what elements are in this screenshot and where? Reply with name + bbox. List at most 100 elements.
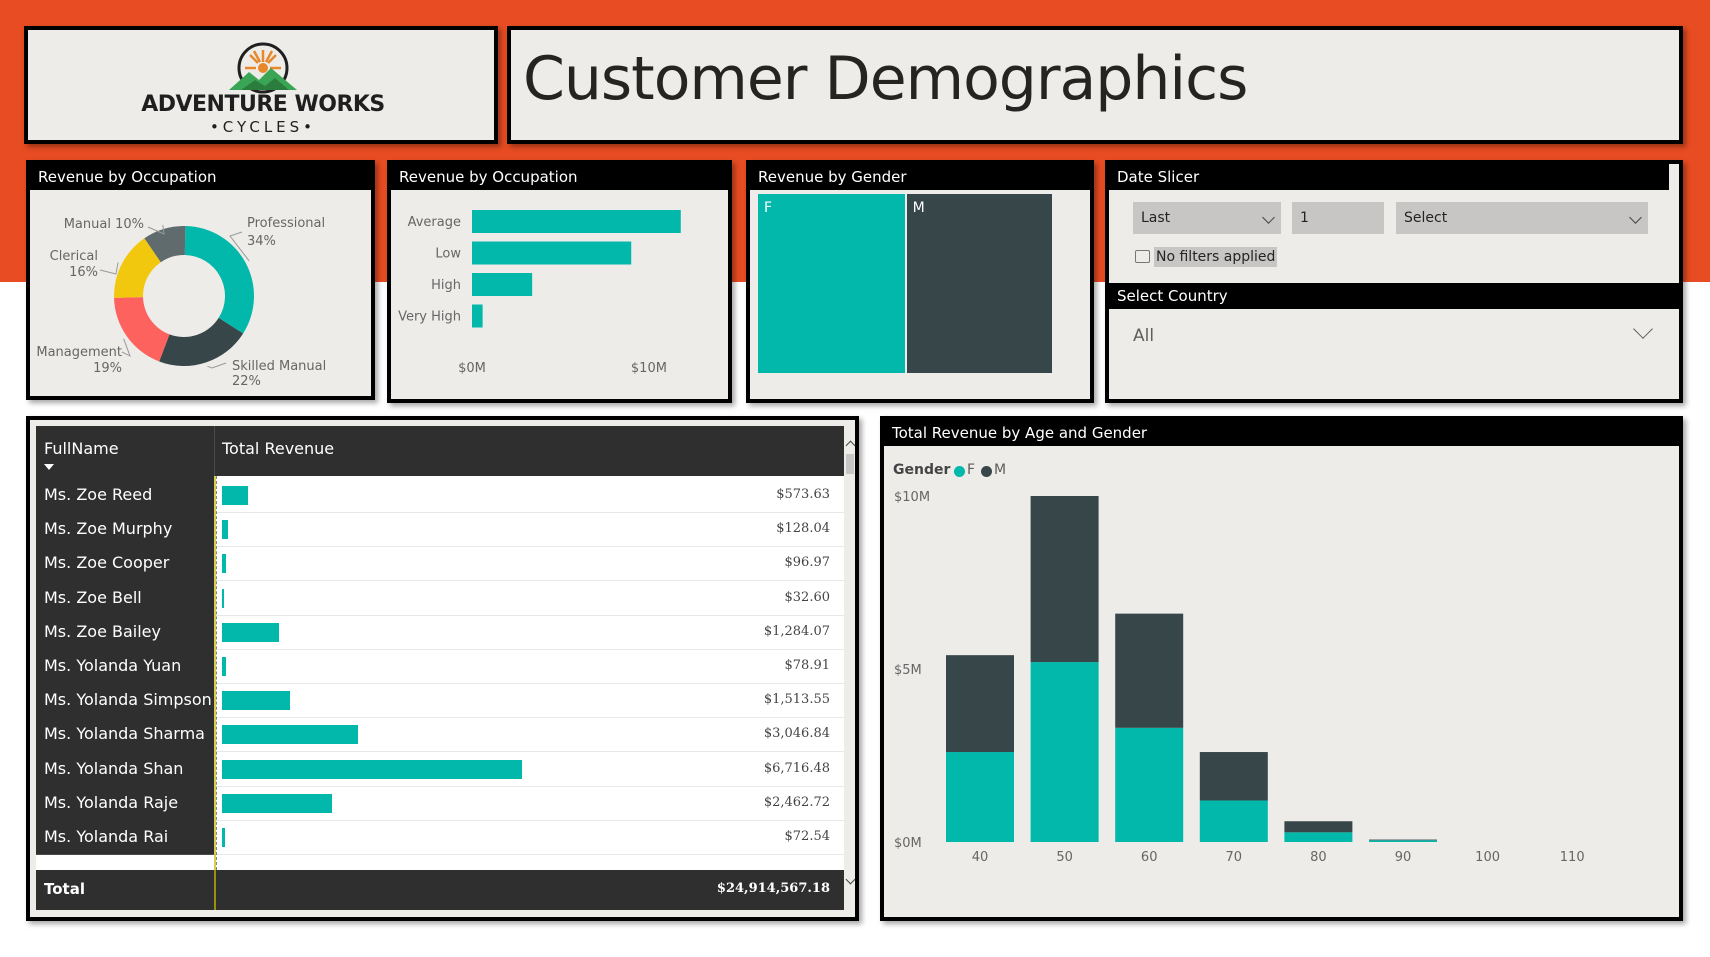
table-row[interactable]: Ms. Yolanda Raje $2,462.72	[36, 783, 844, 821]
x-tick-label: 110	[1560, 850, 1585, 865]
bar-very-high[interactable]	[472, 304, 483, 328]
row-revenue-value: $128.04	[776, 521, 830, 537]
country-dropdown[interactable]: All	[1119, 316, 1669, 356]
column-segment-age-50-f[interactable]	[1030, 662, 1099, 842]
relative-period-dropdown[interactable]: Last	[1133, 202, 1281, 234]
scroll-down-icon[interactable]	[845, 874, 856, 885]
x-tick-label: $0M	[458, 361, 486, 376]
category-label-high: High	[431, 278, 461, 293]
row-revenue-bar	[222, 793, 332, 813]
table-row[interactable]: Ms. Zoe Bell $32.60	[36, 578, 844, 616]
table-row[interactable]: Ms. Zoe Bailey $1,284.07	[36, 612, 844, 650]
donut-label-clerical: Clerical	[50, 249, 98, 264]
x-tick-label: 70	[1226, 850, 1243, 865]
logo-text-secondary: •CYCLES•	[209, 118, 317, 136]
column-segment-age-70-m[interactable]	[1199, 752, 1268, 801]
date-slicer-title: Date Slicer	[1109, 164, 1669, 190]
y-tick-label: $0M	[894, 836, 922, 851]
donut-slice-management[interactable]	[114, 297, 170, 362]
table-row[interactable]: Ms. Zoe Reed $573.63	[36, 476, 844, 513]
table-row[interactable]: Ms. Yolanda Sharma $3,046.84	[36, 715, 844, 753]
column-segment-age-80-f[interactable]	[1284, 832, 1353, 842]
row-separator	[214, 854, 844, 855]
leader-line	[229, 231, 250, 262]
row-fullname: Ms. Yolanda Rai	[36, 818, 214, 855]
period-count-value: 1	[1300, 210, 1309, 226]
table-row[interactable]: Ms. Yolanda Shan $6,716.48	[36, 749, 844, 787]
legend-label-f[interactable]: F	[967, 462, 976, 478]
age-gender-column-chart[interactable]: $0M $5M $10M 40 50 60 70 80 90 100 110	[884, 480, 1679, 920]
row-fullname: Ms. Yolanda Sharma	[36, 715, 214, 753]
occupation-bar-panel[interactable]: Revenue by Occupation Average Low High Very…	[387, 160, 732, 403]
column-segment-age-40-m[interactable]	[946, 655, 1014, 753]
donut-slice-clerical[interactable]	[114, 238, 161, 298]
customer-revenue-table[interactable]: FullName Total Revenue Ms. Zoe Reed $573.…	[26, 416, 859, 921]
treemap-tile-f[interactable]: F	[758, 194, 905, 373]
column-segment-age-50-m[interactable]	[1030, 496, 1099, 663]
legend-label-m[interactable]: M	[994, 462, 1007, 478]
row-revenue-bar	[222, 554, 227, 574]
column-segment-age-70-f[interactable]	[1199, 800, 1268, 842]
table-scrollbar[interactable]	[846, 454, 854, 474]
bar-chart-title: Revenue by Occupation	[391, 164, 728, 190]
filter-status-text: No filters applied	[1154, 247, 1278, 267]
age-chart-title: Total Revenue by Age and Gender	[884, 420, 1679, 446]
row-revenue-bar	[222, 725, 359, 745]
occupation-donut-panel[interactable]: Revenue by Occupation Professional 34% Ski…	[26, 160, 375, 400]
logo-text-primary: ADVENTURE WORKS	[141, 92, 385, 117]
column-segment-age-60-f[interactable]	[1115, 727, 1184, 842]
row-revenue-value: $573.63	[776, 487, 830, 502]
bar-average[interactable]	[472, 210, 681, 233]
x-tick-label: 60	[1141, 850, 1158, 865]
category-label-very-high: Very High	[398, 310, 461, 325]
period-count-input[interactable]: 1	[1292, 202, 1384, 234]
period-unit-dropdown[interactable]: Select	[1396, 202, 1648, 234]
column-divider	[214, 870, 216, 910]
column-segment-age-90-f[interactable]	[1369, 840, 1437, 842]
row-fullname: Ms. Zoe Cooper	[36, 544, 214, 582]
row-revenue-value: $3,046.84	[763, 726, 830, 742]
column-header-total-revenue[interactable]: Total Revenue	[222, 439, 335, 458]
donut-slice-skilled-manual[interactable]	[159, 317, 244, 366]
calendar-icon	[1135, 250, 1150, 263]
donut-percent-professional: 34%	[247, 234, 276, 249]
x-tick-label: 80	[1310, 850, 1327, 865]
y-tick-label: $5M	[894, 663, 922, 678]
age-gender-chart-panel[interactable]: Total Revenue by Age and Gender Gender F…	[880, 416, 1683, 921]
table-row[interactable]: Ms. Zoe Murphy $128.04	[36, 510, 844, 548]
row-revenue-bar	[222, 657, 226, 676]
logo-mark	[229, 42, 297, 94]
column-segment-age-60-m[interactable]	[1115, 613, 1184, 728]
column-header-fullname[interactable]: FullName	[44, 439, 119, 458]
bar-high[interactable]	[472, 273, 533, 296]
table-row[interactable]: Ms. Yolanda Simpson $1,513.55	[36, 681, 844, 719]
table-body[interactable]: Ms. Zoe Reed $573.63 Ms. Zoe Murphy $128.04…	[36, 476, 844, 870]
sort-descending-icon[interactable]	[44, 464, 54, 470]
period-unit-placeholder: Select	[1404, 210, 1448, 226]
table-row[interactable]: Ms. Yolanda Yuan $78.91	[36, 647, 844, 684]
treemap-tile-m[interactable]: M	[906, 194, 1052, 373]
bar-low[interactable]	[472, 241, 632, 265]
column-segment-age-80-m[interactable]	[1284, 821, 1353, 833]
donut-slice-manual[interactable]	[144, 226, 186, 263]
relative-period-value: Last	[1141, 210, 1171, 226]
occupation-bar-chart[interactable]: Average Low High Very High $0M $10M	[391, 190, 728, 400]
row-revenue-value: $96.97	[784, 555, 831, 571]
row-fullname: Ms. Zoe Murphy	[36, 510, 214, 548]
title-panel: Customer Demographics	[507, 26, 1683, 144]
treemap-title: Revenue by Gender	[750, 164, 1090, 190]
column-segment-age-40-f[interactable]	[946, 752, 1014, 842]
row-revenue-value: $72.54	[784, 829, 831, 844]
donut-slice-professional[interactable]	[184, 226, 254, 334]
x-tick-label: 40	[972, 850, 989, 865]
table-row[interactable]: Ms. Zoe Cooper $96.97	[36, 544, 844, 582]
table-row[interactable]: Ms. Yolanda Rai $72.54	[36, 818, 844, 855]
scroll-up-icon[interactable]	[845, 440, 856, 451]
column-segment-age-90-m[interactable]	[1369, 839, 1437, 841]
x-tick-label: $10M	[631, 361, 667, 376]
x-tick-label: 100	[1475, 850, 1500, 865]
legend-marker-f	[954, 466, 965, 477]
